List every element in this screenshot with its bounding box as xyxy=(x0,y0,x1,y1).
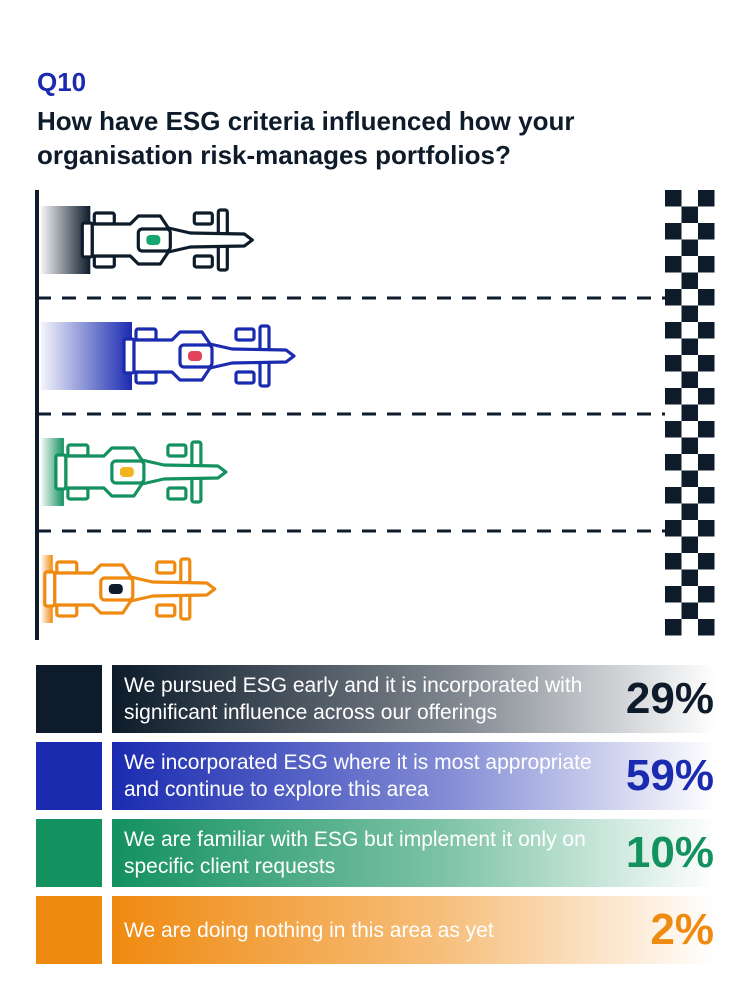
flag-square xyxy=(698,619,715,636)
flag-square xyxy=(698,421,715,438)
race-car xyxy=(43,557,217,621)
driver-helmet xyxy=(146,235,161,245)
legend-bar xyxy=(112,896,716,964)
flag-square xyxy=(698,322,715,339)
legend-bar xyxy=(112,742,716,810)
legend-swatch xyxy=(36,819,102,887)
flag-square xyxy=(698,190,715,207)
flag-square xyxy=(681,239,698,256)
flag-square xyxy=(698,520,715,537)
flag-square xyxy=(698,256,715,273)
driver-helmet xyxy=(108,584,123,594)
flag-square xyxy=(681,305,698,322)
flag-square xyxy=(665,586,682,603)
legend-value: 10% xyxy=(625,828,714,877)
flag-square xyxy=(665,454,682,471)
legend-label: We incorporated ESG where it is most app… xyxy=(124,751,592,801)
checkered-finish-line xyxy=(665,190,715,636)
flag-square xyxy=(665,520,682,537)
legend-label: We pursued ESG early and it is incorpora… xyxy=(124,674,583,724)
legend-item: We are familiar with ESG but implement i… xyxy=(36,819,716,887)
driver-helmet xyxy=(119,467,134,477)
race-car xyxy=(54,440,228,504)
race-track-chart xyxy=(35,190,715,640)
legend-bar xyxy=(112,819,716,887)
flag-square xyxy=(681,437,698,454)
legend-label: We are familiar with ESG but implement i… xyxy=(124,828,586,878)
flag-square xyxy=(698,586,715,603)
flag-square xyxy=(681,272,698,289)
flag-square xyxy=(681,371,698,388)
question-title: How have ESG criteria influenced how you… xyxy=(37,106,575,170)
legend-value: 29% xyxy=(625,674,714,723)
flag-square xyxy=(698,388,715,405)
legend-bar xyxy=(112,665,716,733)
flag-square xyxy=(698,454,715,471)
flag-square xyxy=(665,289,682,306)
race-car xyxy=(80,208,254,272)
flag-square xyxy=(681,470,698,487)
driver-helmet xyxy=(188,351,202,361)
legend-item: We are doing nothing in this area as yet… xyxy=(36,896,716,964)
flag-square xyxy=(665,553,682,570)
flag-square xyxy=(698,355,715,372)
progress-trail xyxy=(41,322,132,390)
flag-square xyxy=(698,487,715,504)
legend-value: 2% xyxy=(650,905,714,954)
flag-square xyxy=(681,536,698,553)
legend-value: 59% xyxy=(625,751,714,800)
flag-square xyxy=(665,487,682,504)
flag-square xyxy=(681,338,698,355)
legend-swatch xyxy=(36,896,102,964)
question-number: Q10 xyxy=(37,67,87,97)
flag-square xyxy=(665,619,682,636)
flag-square xyxy=(681,404,698,421)
flag-square xyxy=(665,256,682,273)
flag-square xyxy=(665,223,682,240)
legend-swatch xyxy=(36,665,102,733)
flag-square xyxy=(698,223,715,240)
flag-square xyxy=(698,289,715,306)
flag-square xyxy=(665,355,682,372)
flag-square xyxy=(681,206,698,223)
legend-item: We pursued ESG early and it is incorpora… xyxy=(36,665,716,733)
legend-item: We incorporated ESG where it is most app… xyxy=(36,742,716,810)
legend-label: We are doing nothing in this area as yet xyxy=(124,918,494,942)
flag-square xyxy=(665,190,682,207)
flag-square xyxy=(681,503,698,520)
flag-square xyxy=(698,553,715,570)
flag-square xyxy=(665,322,682,339)
legend-swatch xyxy=(36,742,102,810)
flag-square xyxy=(681,569,698,586)
flag-square xyxy=(681,602,698,619)
flag-square xyxy=(665,388,682,405)
flag-square xyxy=(665,421,682,438)
race-car xyxy=(122,324,296,388)
